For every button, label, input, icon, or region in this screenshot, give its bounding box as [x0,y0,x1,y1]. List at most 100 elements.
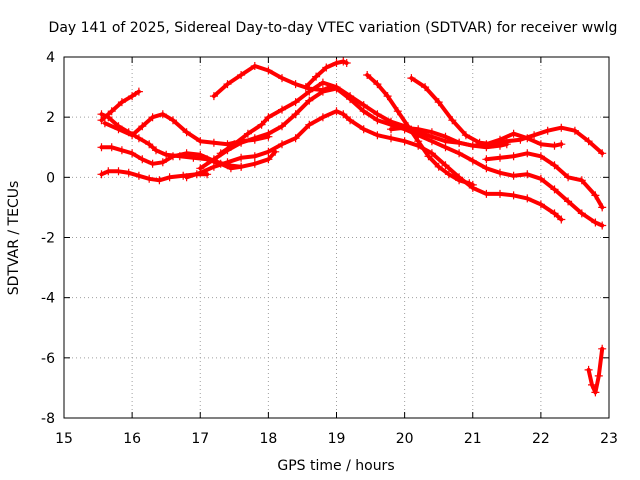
axis-ticks [63,56,610,419]
data-point [407,74,416,83]
data-point [536,140,545,149]
data-point [594,371,603,380]
data-point [104,167,113,176]
data-point [278,140,286,149]
data-point [424,152,433,161]
data-point [278,105,286,114]
data-point [165,173,174,182]
data-point [97,110,106,119]
data-point [441,132,450,141]
data-point [332,83,341,92]
data-point [400,137,409,146]
data-point [465,179,474,188]
x-tick-label: 20 [396,431,414,447]
data-point [496,135,504,144]
data-point [196,137,205,146]
data-point [434,98,443,107]
data-point [237,71,246,79]
y-tick-label: -2 [41,231,55,247]
data-point [318,87,327,96]
data-point [536,152,545,161]
data-point [196,150,205,159]
data-point [455,138,464,147]
data-point [509,171,518,180]
data-point [461,131,470,140]
data-point [318,78,327,87]
data-point [107,107,116,116]
data-point [414,137,423,146]
data-point [117,98,126,107]
data-point [523,149,532,158]
data-point [509,152,518,161]
data-point [482,189,491,198]
data-point [455,176,464,185]
data-point [237,153,246,162]
data-point [543,126,552,135]
data-point [339,57,348,66]
data-point [104,113,113,122]
data-point [182,149,191,158]
data-point [591,218,600,227]
data-point [97,170,106,179]
data-point [373,131,382,140]
data-point [523,170,532,179]
data-point [128,92,137,101]
data-point [114,167,123,176]
data-point [243,129,252,138]
data-point [496,189,504,198]
data-point [496,153,504,162]
data-point [169,116,177,125]
data-point [318,113,327,122]
data-point [359,125,368,134]
data-point [182,173,191,182]
series-line [484,151,605,210]
data-point [550,141,559,150]
data-point [264,129,273,138]
data-point [434,162,443,171]
y-tick-label: -6 [41,351,55,367]
data-point [158,158,167,167]
data-point [509,191,518,200]
y-tick-label: -8 [41,411,55,427]
data-point [250,159,259,168]
data-point [305,87,314,96]
data-point [134,171,143,180]
data-point [577,176,586,185]
data-point [301,83,310,92]
series-line [99,145,278,169]
data-point [598,344,607,353]
x-axis-label: GPS time / hours [277,458,394,474]
data-point [359,101,368,110]
series-line [586,346,605,395]
data-point [97,143,106,152]
data-point [291,80,300,89]
data-point [107,143,116,152]
data-point [223,80,232,89]
data-point [209,92,218,101]
data-point [468,141,477,150]
series-s4 [97,143,280,171]
data-point [148,113,157,122]
data-point [196,164,205,173]
data-point [536,174,545,183]
data-point [250,152,259,161]
data-point [209,138,218,147]
data-point [291,110,300,119]
data-point [564,197,573,206]
series-s12 [407,74,607,158]
data-point [155,176,164,185]
y-axis-label: SDTVAR / TECUs [6,181,22,296]
data-point [250,62,259,70]
data-point [305,96,314,105]
x-tick-label: 23 [600,431,618,447]
data-point [305,120,314,129]
x-tick-label: 22 [532,431,550,447]
data-point [557,215,566,224]
data-point [138,122,147,131]
data-point [598,203,607,212]
x-tick-labels: 15 16 17 18 19 20 21 22 23 [55,431,618,447]
data-point [441,161,450,170]
data-point [124,168,133,177]
series-s7 [182,107,566,224]
